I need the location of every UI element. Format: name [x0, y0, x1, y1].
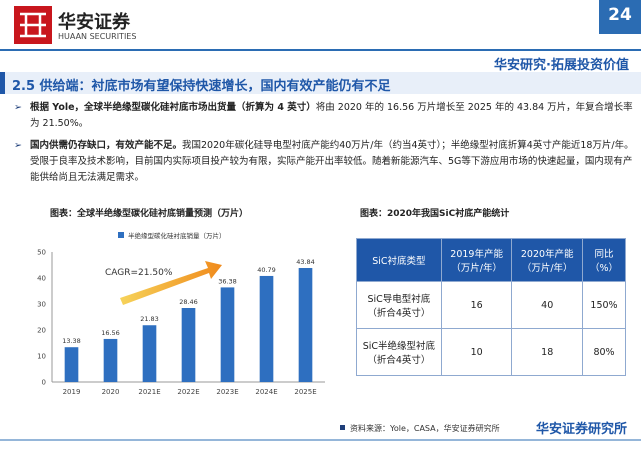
chart: 0 10 20 30 40 50 半绝缘型碳化硅衬底销量（万片） CAGR=21.50% 201…	[37, 231, 325, 396]
cagr-arrow	[120, 261, 222, 305]
bar	[64, 347, 79, 382]
x-tick-label: 2021E	[138, 388, 160, 396]
bar	[103, 338, 118, 382]
x-tick-label: 2024E	[255, 388, 277, 396]
legend-label: 半绝缘型碳化硅衬底销量（万片）	[128, 231, 226, 240]
data-label: 21.83	[140, 315, 159, 323]
chart-title: 图表：全球半绝缘型碳化硅衬底销量预测（万片）	[50, 209, 249, 219]
bullet-bold: 国内供需仍存缺口，有效产能不足。	[30, 140, 183, 151]
section-marker	[0, 72, 5, 94]
footer-source: 资料来源：Yole，CASA，华安证券研究所	[350, 424, 500, 433]
table-cell: SiC导电型衬底（折合4英寸）	[356, 281, 442, 329]
x-tick-label: 2025E	[294, 388, 316, 396]
bar	[259, 275, 274, 382]
slogan: 华安研究·拓展投资价值	[494, 58, 629, 73]
y-tick-label: 0	[42, 379, 46, 387]
header-cell: 2020年产能（万片/年）	[511, 238, 584, 282]
table: SiC衬底类型 2019年产能（万片/年） 2020年产能（万片/年） 同比（%） Si…	[356, 238, 626, 376]
bullet-bold: 根据 Yole，全球半绝缘型碳化硅衬底市场出货量（折算为 4 英寸）	[30, 102, 316, 113]
logo-pattern	[20, 12, 46, 38]
table-cell: SiC半绝缘型衬底（折合4英寸）	[356, 328, 442, 376]
bullet-text: 我国2020年碳化硅导电型衬底产能约40万片/年（约当4英寸）；半绝缘型衬底折算…	[30, 140, 634, 183]
annotation: CAGR=21.50%	[105, 268, 173, 278]
x-tick-label: 2019	[63, 388, 81, 396]
logo-text: 华安证券	[58, 12, 130, 33]
y-tick-label: 30	[37, 301, 46, 309]
table-cell: 16	[440, 281, 513, 329]
table-row: SiC半绝缘型衬底（折合4英寸） 10 18 80%	[356, 328, 626, 376]
table-cell: 80%	[582, 328, 626, 376]
data-label: 16.56	[101, 329, 120, 337]
section-title: 2.5 供给端：衬底市场有望保持快速增长，国内有效产能仍有不足	[12, 79, 391, 94]
x-tick-label: 2022E	[177, 388, 199, 396]
x-tick-label: 2023E	[216, 388, 238, 396]
table-cell: 40	[511, 281, 584, 329]
section-band	[0, 72, 641, 94]
bar	[220, 287, 235, 382]
data-label: 13.38	[62, 337, 81, 345]
header-row: SiC衬底类型 2019年产能（万片/年） 2020年产能（万片/年） 同比（%）	[356, 238, 626, 282]
footer-bullet	[340, 425, 345, 430]
legend-swatch	[118, 232, 124, 238]
table-row: SiC导电型衬底（折合4英寸） 16 40 150%	[356, 281, 626, 329]
bar	[181, 308, 196, 382]
bar	[142, 325, 157, 382]
table-cell: 18	[511, 328, 584, 376]
x-tick-label: 2020	[102, 388, 120, 396]
header-cell: 同比（%）	[582, 238, 626, 282]
table-cell: 150%	[582, 281, 626, 329]
y-tick-label: 50	[37, 249, 46, 257]
table-cell: 10	[440, 328, 513, 376]
bullet: ➢ 国内供需仍存缺口，有效产能不足。我国2020年碳化硅导电型衬底产能约40万片/…	[14, 140, 634, 183]
bar	[298, 268, 313, 382]
page-number: 24	[608, 5, 632, 25]
y-tick-label: 40	[37, 275, 46, 283]
data-label: 43.84	[296, 258, 315, 266]
table-title: 图表：2020年我国SiC衬底产能统计	[360, 209, 510, 219]
data-label: 36.38	[218, 277, 237, 285]
data-label: 28.46	[179, 298, 198, 306]
logo-sub: HUAAN SECURITIES	[58, 32, 137, 41]
footer-brand: 华安证券研究所	[535, 422, 627, 437]
header-cell: 2019年产能（万片/年）	[440, 238, 513, 282]
y-tick-label: 20	[37, 327, 46, 335]
bullet-text: 将由 2020 年的 16.56 万片增长至 2025 年的 43.84 万片，…	[30, 102, 633, 129]
y-tick-label: 10	[37, 353, 46, 361]
bullet: ➢ 根据 Yole，全球半绝缘型碳化硅衬底市场出货量（折算为 4 英寸）将由 20…	[14, 102, 633, 129]
header-cell: SiC衬底类型	[356, 238, 442, 282]
page-number-box	[599, 0, 641, 34]
data-label: 40.79	[257, 266, 276, 274]
